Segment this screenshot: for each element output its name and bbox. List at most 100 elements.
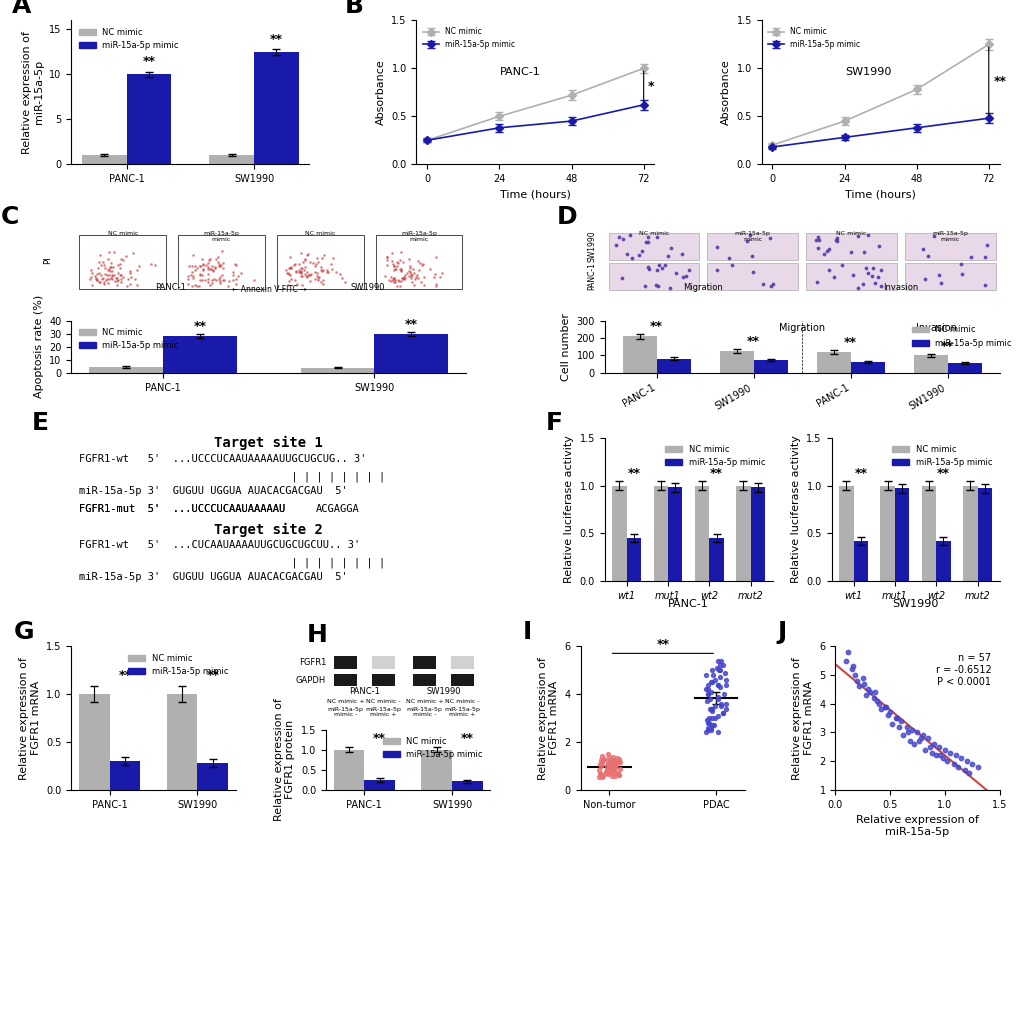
- Point: [593, 757, 609, 773]
- Point: [610, 751, 627, 767]
- Point: [300, 246, 316, 262]
- Point: [914, 240, 930, 257]
- Point: [401, 258, 418, 274]
- Point: [607, 236, 624, 253]
- Bar: [83, 155, 126, 164]
- Point: [697, 725, 713, 741]
- Point: [415, 256, 431, 272]
- Point: [609, 765, 626, 782]
- Point: [838, 652, 854, 668]
- Point: [210, 254, 226, 270]
- Point: [290, 256, 307, 272]
- Point: [114, 252, 130, 268]
- Bar: [364, 780, 394, 790]
- Text: **: **: [746, 335, 759, 348]
- Point: [200, 261, 216, 277]
- Point: [198, 257, 214, 273]
- Point: [712, 696, 729, 712]
- Point: [601, 758, 618, 774]
- Point: [106, 267, 122, 283]
- Legend: NC mimic, miR-15a-5p mimic: NC mimic, miR-15a-5p mimic: [75, 24, 181, 53]
- Point: [104, 263, 120, 279]
- Point: [89, 269, 105, 285]
- Text: **: **: [270, 33, 282, 46]
- Point: [106, 244, 122, 260]
- FancyBboxPatch shape: [79, 235, 166, 288]
- Point: [711, 657, 728, 674]
- Point: [187, 262, 204, 278]
- Point: [855, 244, 871, 260]
- Point: [925, 228, 942, 245]
- Point: [310, 270, 326, 286]
- Point: [192, 266, 208, 282]
- Text: SW1990: SW1990: [587, 230, 596, 262]
- Point: [189, 260, 205, 276]
- FancyBboxPatch shape: [413, 674, 436, 687]
- Point: [892, 713, 908, 730]
- Point: [203, 261, 219, 277]
- Point: [708, 262, 725, 278]
- Text: **: **: [941, 340, 953, 354]
- Point: [105, 259, 121, 275]
- Point: [194, 272, 210, 288]
- Point: [638, 233, 654, 250]
- Y-axis label: Relative expression of
miR-15a-5p: Relative expression of miR-15a-5p: [22, 31, 44, 154]
- Point: [388, 278, 405, 294]
- Point: [102, 255, 118, 271]
- Point: [592, 766, 608, 783]
- Point: [220, 278, 236, 294]
- Text: PANC-1: PANC-1: [667, 599, 708, 609]
- Point: [97, 266, 113, 282]
- Point: [667, 265, 684, 281]
- Point: [282, 259, 299, 275]
- Point: [91, 254, 107, 270]
- Point: [875, 698, 892, 714]
- Point: [194, 267, 210, 283]
- Point: [834, 257, 850, 273]
- Point: [404, 274, 420, 290]
- Point: [603, 762, 620, 779]
- Point: [607, 757, 624, 773]
- Point: [143, 256, 159, 272]
- Point: [593, 768, 609, 785]
- Point: [184, 247, 201, 263]
- Text: NC mimic: NC mimic: [107, 231, 138, 235]
- Point: [859, 265, 875, 281]
- Point: [623, 250, 639, 266]
- Point: [717, 672, 734, 688]
- Point: [394, 270, 411, 286]
- Point: [604, 760, 621, 776]
- Point: [192, 271, 208, 287]
- Point: [113, 251, 129, 267]
- Point: [113, 273, 129, 289]
- Point: [403, 269, 419, 285]
- Point: [952, 750, 968, 766]
- Point: [594, 767, 610, 784]
- Point: [277, 262, 293, 278]
- Point: [192, 267, 208, 283]
- Point: [717, 696, 734, 712]
- Point: [213, 258, 229, 274]
- Point: [810, 231, 826, 248]
- Point: [84, 265, 100, 281]
- FancyBboxPatch shape: [276, 235, 364, 288]
- Point: [593, 748, 609, 764]
- Point: [297, 259, 313, 275]
- Point: [699, 721, 715, 738]
- Point: [319, 262, 335, 278]
- Point: [599, 753, 615, 769]
- Point: [764, 275, 781, 291]
- Point: [194, 251, 210, 267]
- Point: [599, 761, 615, 777]
- Point: [709, 677, 726, 693]
- Point: [309, 250, 325, 266]
- Bar: [374, 333, 448, 373]
- Point: [93, 257, 109, 273]
- Point: [184, 269, 201, 285]
- Point: [432, 269, 448, 285]
- Point: [200, 266, 216, 282]
- Point: [186, 258, 203, 274]
- Point: [602, 764, 619, 781]
- FancyBboxPatch shape: [372, 656, 394, 668]
- Point: [224, 264, 240, 280]
